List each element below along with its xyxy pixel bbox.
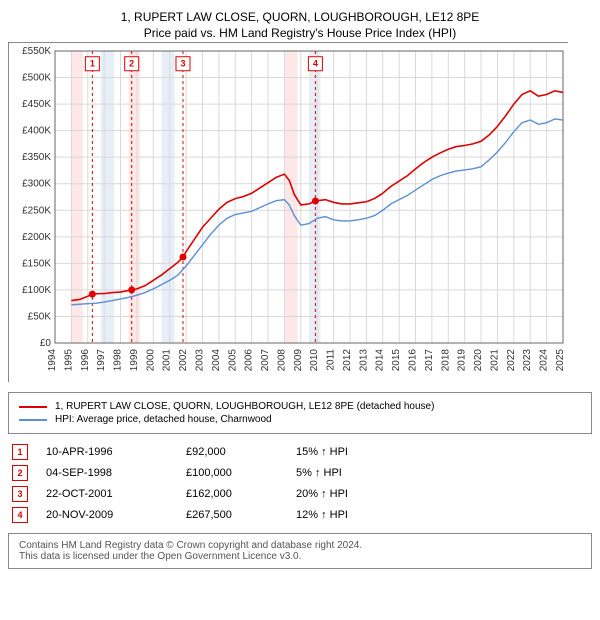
svg-text:£450K: £450K — [22, 99, 51, 110]
footer-line2: This data is licensed under the Open Gov… — [19, 551, 581, 562]
svg-text:2002: 2002 — [178, 349, 189, 372]
legend-label: 1, RUPERT LAW CLOSE, QUORN, LOUGHBOROUGH… — [55, 401, 434, 412]
sale-date: 20-NOV-2009 — [46, 509, 186, 521]
legend-row: HPI: Average price, detached house, Char… — [19, 414, 581, 425]
svg-text:2005: 2005 — [227, 349, 238, 372]
sale-marker: 1 — [12, 444, 28, 460]
svg-text:2: 2 — [129, 59, 134, 69]
svg-text:£100K: £100K — [22, 285, 51, 296]
sale-price: £92,000 — [186, 446, 296, 458]
sale-pct: 15% ↑ HPI — [296, 446, 416, 458]
sale-marker: 4 — [12, 507, 28, 523]
sale-row: 3 22-OCT-2001£162,00020% ↑ HPI — [8, 486, 592, 502]
svg-text:£0: £0 — [40, 338, 52, 349]
chart-svg: £0 £50K £100K £150K £200K £250K £300K £350K £400… — [9, 43, 569, 383]
sale-date: 10-APR-1996 — [46, 446, 186, 458]
svg-text:2015: 2015 — [391, 349, 402, 372]
sale-pct: 12% ↑ HPI — [296, 509, 416, 521]
legend-row: 1, RUPERT LAW CLOSE, QUORN, LOUGHBOROUGH… — [19, 401, 581, 412]
svg-text:2006: 2006 — [244, 349, 255, 372]
footer-attribution: Contains HM Land Registry data © Crown c… — [8, 533, 592, 569]
sales-table: 1 10-APR-1996£92,00015% ↑ HPI 2 04-SEP-1998… — [8, 444, 592, 523]
page-title-line1: 1, RUPERT LAW CLOSE, QUORN, LOUGHBOROUGH… — [8, 10, 592, 24]
sale-date: 22-OCT-2001 — [46, 488, 186, 500]
sale-price: £100,000 — [186, 467, 296, 479]
svg-text:2012: 2012 — [342, 349, 353, 372]
svg-text:1: 1 — [90, 59, 95, 69]
svg-text:£550K: £550K — [22, 46, 51, 57]
sale-pct: 20% ↑ HPI — [296, 488, 416, 500]
legend-swatch — [19, 406, 47, 408]
page-title-line2: Price paid vs. HM Land Registry's House … — [8, 26, 592, 40]
svg-text:£250K: £250K — [22, 205, 51, 216]
legend-label: HPI: Average price, detached house, Char… — [55, 414, 272, 425]
svg-text:2014: 2014 — [375, 349, 386, 372]
svg-text:1997: 1997 — [96, 349, 107, 372]
svg-text:2018: 2018 — [440, 349, 451, 372]
footer-line1: Contains HM Land Registry data © Crown c… — [19, 540, 581, 551]
svg-text:£500K: £500K — [22, 73, 51, 84]
svg-text:£300K: £300K — [22, 179, 51, 190]
svg-text:£50K: £50K — [28, 311, 52, 322]
svg-text:3: 3 — [180, 59, 185, 69]
sale-marker: 3 — [12, 486, 28, 502]
svg-text:2020: 2020 — [473, 349, 484, 372]
svg-text:2022: 2022 — [506, 349, 517, 372]
svg-text:2001: 2001 — [162, 349, 173, 372]
sale-row: 1 10-APR-1996£92,00015% ↑ HPI — [8, 444, 592, 460]
svg-text:1995: 1995 — [63, 349, 74, 372]
sale-price: £267,500 — [186, 509, 296, 521]
svg-text:2019: 2019 — [457, 349, 468, 372]
svg-text:1998: 1998 — [113, 349, 124, 372]
sale-row: 2 04-SEP-1998£100,0005% ↑ HPI — [8, 465, 592, 481]
svg-text:2017: 2017 — [424, 349, 435, 372]
sale-marker: 2 — [12, 465, 28, 481]
svg-text:1994: 1994 — [47, 349, 58, 372]
svg-text:2023: 2023 — [522, 349, 533, 372]
svg-text:2016: 2016 — [408, 349, 419, 372]
svg-text:2003: 2003 — [194, 349, 205, 372]
svg-text:2011: 2011 — [326, 349, 337, 371]
svg-text:£350K: £350K — [22, 152, 51, 163]
sale-pct: 5% ↑ HPI — [296, 467, 416, 479]
legend: 1, RUPERT LAW CLOSE, QUORN, LOUGHBOROUGH… — [8, 392, 592, 434]
sale-date: 04-SEP-1998 — [46, 467, 186, 479]
svg-text:2021: 2021 — [489, 349, 500, 372]
svg-text:£150K: £150K — [22, 258, 51, 269]
svg-text:2025: 2025 — [555, 349, 566, 372]
sale-price: £162,000 — [186, 488, 296, 500]
svg-text:2013: 2013 — [358, 349, 369, 372]
svg-text:1996: 1996 — [80, 349, 91, 372]
svg-text:2004: 2004 — [211, 349, 222, 372]
svg-text:2010: 2010 — [309, 349, 320, 372]
svg-text:2024: 2024 — [539, 349, 550, 372]
sale-row: 4 20-NOV-2009£267,50012% ↑ HPI — [8, 507, 592, 523]
svg-text:4: 4 — [313, 59, 318, 69]
svg-text:£400K: £400K — [22, 126, 51, 137]
svg-text:1999: 1999 — [129, 349, 140, 372]
svg-text:2008: 2008 — [276, 349, 287, 372]
price-chart: £0 £50K £100K £150K £200K £250K £300K £350K £400… — [8, 42, 568, 382]
legend-swatch — [19, 419, 47, 421]
svg-text:2009: 2009 — [293, 349, 304, 372]
svg-text:2000: 2000 — [145, 349, 156, 372]
svg-text:2007: 2007 — [260, 349, 271, 372]
svg-text:£200K: £200K — [22, 232, 51, 243]
